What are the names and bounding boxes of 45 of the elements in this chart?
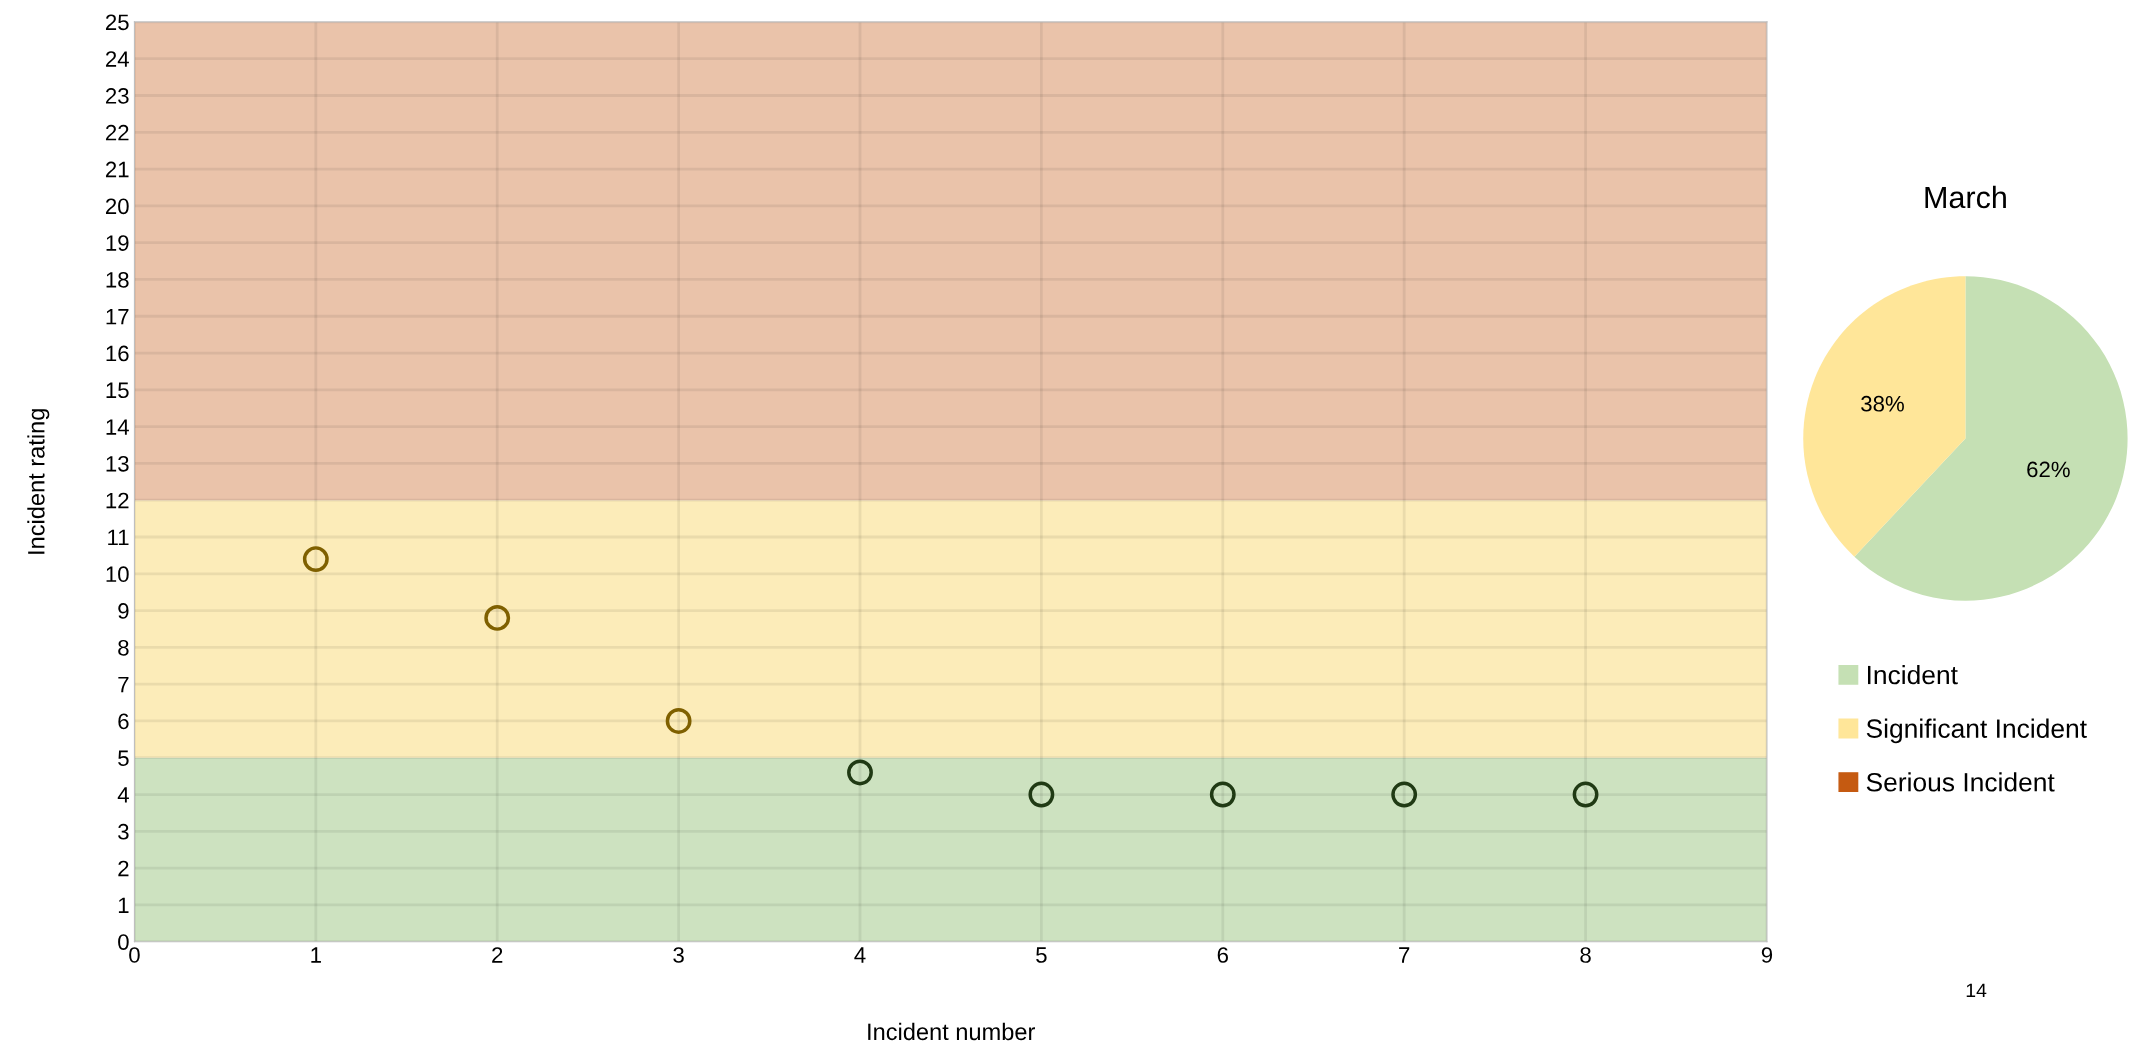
y-tick-label: 5 bbox=[118, 750, 129, 767]
y-tick-label: 3 bbox=[118, 823, 129, 840]
legend-label: Significant Incident bbox=[1866, 718, 2087, 744]
y-tick-label: 23 bbox=[105, 88, 129, 104]
y-tick-label: 9 bbox=[118, 603, 129, 619]
y-tick-label: 4 bbox=[117, 787, 129, 803]
x-tick-label: 3 bbox=[673, 947, 684, 963]
y-tick-label: 18 bbox=[106, 271, 129, 288]
legend-label: Serious Incident bbox=[1866, 772, 2055, 792]
y-tick-label: 1 bbox=[118, 897, 129, 913]
y-tick-label: 11 bbox=[108, 529, 129, 546]
y-axis-title: Incident rating bbox=[27, 409, 50, 554]
x-tick-label: 0 bbox=[129, 947, 140, 963]
y-tick-label: 13 bbox=[106, 455, 129, 472]
x-axis-title: Incident number bbox=[868, 1022, 1035, 1041]
data-label: 62% bbox=[2027, 461, 2070, 478]
y-tick-label: 15 bbox=[106, 382, 129, 399]
y-tick-label: 0 bbox=[118, 934, 129, 950]
y-tick-label: 2 bbox=[118, 860, 129, 877]
y-tick-label: 20 bbox=[105, 198, 129, 215]
y-tick-label: 25 bbox=[105, 14, 129, 31]
x-tick-label: 4 bbox=[854, 947, 866, 963]
x-tick-label: 6 bbox=[1217, 947, 1228, 963]
y-tick-label: 10 bbox=[106, 566, 129, 583]
y-tick-label: 12 bbox=[106, 492, 129, 509]
x-tick-label: 5 bbox=[1036, 947, 1047, 963]
y-tick-label: 8 bbox=[118, 639, 129, 656]
y-tick-label: 7 bbox=[118, 676, 129, 693]
y-tick-label: 21 bbox=[105, 161, 129, 178]
y-tick-label: 17 bbox=[106, 309, 129, 325]
x-tick-label: 8 bbox=[1580, 947, 1591, 963]
chart-title: March bbox=[1925, 185, 2006, 209]
y-tick-label: 14 bbox=[106, 419, 129, 435]
y-tick-label: 22 bbox=[105, 124, 129, 141]
x-tick-label: 2 bbox=[492, 947, 503, 963]
y-tick-label: 19 bbox=[106, 235, 129, 251]
y-tick-label: 6 bbox=[118, 713, 129, 730]
text: 14 bbox=[1966, 983, 1987, 998]
x-tick-label: 7 bbox=[1399, 947, 1410, 963]
data-label: 38% bbox=[1861, 395, 1904, 412]
x-tick-label: 1 bbox=[311, 947, 321, 963]
legend-label: Incident bbox=[1867, 664, 1958, 685]
x-tick-label: 9 bbox=[1761, 947, 1773, 963]
y-tick-label: 16 bbox=[106, 345, 129, 362]
y-tick-label: 24 bbox=[105, 51, 129, 67]
